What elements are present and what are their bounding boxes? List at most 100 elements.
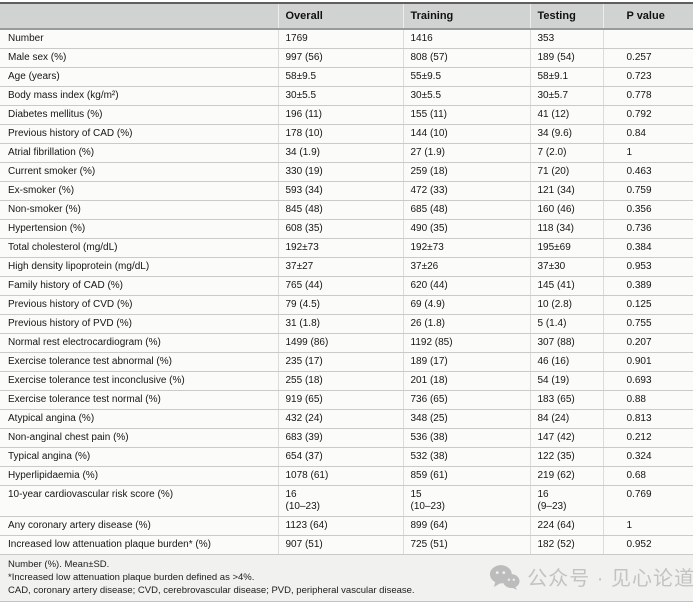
row-label: Body mass index (kg/m²) xyxy=(0,86,278,106)
row-label: Age (years) xyxy=(0,67,278,87)
cell-testing: 41 (12) xyxy=(529,105,603,125)
cell-testing: 160 (46) xyxy=(529,200,603,220)
table-row: Body mass index (kg/m²) 30±5.5 30±5.5 30… xyxy=(0,86,693,106)
cell-training: 15 (10–23) xyxy=(402,485,530,517)
cell-overall: 1499 (86) xyxy=(277,333,403,353)
footnote-definition: *Increased low attenuation plaque burden… xyxy=(8,572,255,583)
header-overall: Overall xyxy=(277,2,403,30)
row-label: Male sex (%) xyxy=(0,48,278,68)
cell-testing: 46 (16) xyxy=(529,352,603,372)
cell-overall: 683 (39) xyxy=(277,428,403,448)
row-label: Normal rest electrocardiogram (%) xyxy=(0,333,278,353)
cell-testing: 219 (62) xyxy=(529,466,603,486)
cell-testing: 307 (88) xyxy=(529,333,603,353)
cell-testing: 121 (34) xyxy=(529,181,603,201)
cell-pvalue: 0.693 xyxy=(602,371,693,391)
cell-training: 536 (38) xyxy=(402,428,530,448)
cell-overall: 192±73 xyxy=(277,238,403,258)
cell-pvalue: 0.792 xyxy=(602,105,693,125)
cell-overall: 845 (48) xyxy=(277,200,403,220)
table-row: Normal rest electrocardiogram (%) 1499 (… xyxy=(0,333,693,353)
cell-training: 620 (44) xyxy=(402,276,530,296)
table-row: Male sex (%) 997 (56) 808 (57) 189 (54) … xyxy=(0,48,693,68)
cell-overall: 1078 (61) xyxy=(277,466,403,486)
table-row: Exercise tolerance test inconclusive (%)… xyxy=(0,371,693,391)
table-footnotes: Number (%). Mean±SD. *Increased low atte… xyxy=(0,555,693,602)
row-label: Non-smoker (%) xyxy=(0,200,278,220)
cell-testing: 16 (9–23) xyxy=(529,485,603,517)
cell-overall: 31 (1.8) xyxy=(277,314,403,334)
cell-testing: 189 (54) xyxy=(529,48,603,68)
cell-pvalue: 0.356 xyxy=(602,200,693,220)
row-label: High density lipoprotein (mg/dL) xyxy=(0,257,278,277)
row-label: Diabetes mellitus (%) xyxy=(0,105,278,125)
row-label: Ex-smoker (%) xyxy=(0,181,278,201)
cell-training: 1192 (85) xyxy=(402,333,530,353)
cell-overall: 765 (44) xyxy=(277,276,403,296)
cell-overall: 1769 xyxy=(277,29,403,49)
cell-pvalue: 0.778 xyxy=(602,86,693,106)
cell-pvalue: 0.389 xyxy=(602,276,693,296)
cell-testing: 353 xyxy=(529,29,603,49)
row-label: Exercise tolerance test abnormal (%) xyxy=(0,352,278,372)
cell-training: 55±9.5 xyxy=(402,67,530,87)
cell-testing: 34 (9.6) xyxy=(529,124,603,144)
table-row: Diabetes mellitus (%) 196 (11) 155 (11) … xyxy=(0,105,693,125)
cell-testing: 118 (34) xyxy=(529,219,603,239)
cell-testing: 122 (35) xyxy=(529,447,603,467)
cell-testing: 147 (42) xyxy=(529,428,603,448)
header-row: Overall Training Testing P value xyxy=(0,2,693,30)
table-row: Current smoker (%) 330 (19) 259 (18) 71 … xyxy=(0,162,693,182)
cell-overall: 79 (4.5) xyxy=(277,295,403,315)
cell-testing: 10 (2.8) xyxy=(529,295,603,315)
cell-overall: 16 (10–23) xyxy=(277,485,403,517)
header-training: Training xyxy=(402,2,530,30)
watermark: 公众号 · 见心论道 xyxy=(489,562,693,591)
cell-pvalue: 0.212 xyxy=(602,428,693,448)
table-row: Number 1769 1416 353 xyxy=(0,29,693,49)
row-label: Total cholesterol (mg/dL) xyxy=(0,238,278,258)
row-label: Atypical angina (%) xyxy=(0,409,278,429)
cell-overall: 235 (17) xyxy=(277,352,403,372)
cell-training: 685 (48) xyxy=(402,200,530,220)
row-label: 10-year cardiovascular risk score (%) xyxy=(0,485,278,517)
cell-overall: 907 (51) xyxy=(277,535,403,555)
cell-training: 37±26 xyxy=(402,257,530,277)
row-label: Non-anginal chest pain (%) xyxy=(0,428,278,448)
cell-pvalue: 0.755 xyxy=(602,314,693,334)
table-row: Previous history of CAD (%) 178 (10) 144… xyxy=(0,124,693,144)
cell-testing: 182 (52) xyxy=(529,535,603,555)
cell-training: 26 (1.8) xyxy=(402,314,530,334)
cell-training: 899 (64) xyxy=(402,516,530,536)
cell-pvalue: 0.953 xyxy=(602,257,693,277)
cell-testing: 7 (2.0) xyxy=(529,143,603,163)
cell-overall: 997 (56) xyxy=(277,48,403,68)
row-label: Hyperlipidaemia (%) xyxy=(0,466,278,486)
cell-overall: 330 (19) xyxy=(277,162,403,182)
row-label: Atrial fibrillation (%) xyxy=(0,143,278,163)
table-row: Typical angina (%) 654 (37) 532 (38) 122… xyxy=(0,447,693,467)
row-label: Number xyxy=(0,29,278,49)
row-label: Any coronary artery disease (%) xyxy=(0,516,278,536)
table-row: Total cholesterol (mg/dL) 192±73 192±73 … xyxy=(0,238,693,258)
cell-pvalue: 1 xyxy=(602,143,693,163)
cell-overall: 30±5.5 xyxy=(277,86,403,106)
table-row: Atypical angina (%) 432 (24) 348 (25) 84… xyxy=(0,409,693,429)
cell-overall: 178 (10) xyxy=(277,124,403,144)
table-row: Any coronary artery disease (%) 1123 (64… xyxy=(0,516,693,536)
cell-pvalue: 0.125 xyxy=(602,295,693,315)
baseline-characteristics-table: Overall Training Testing P value Number … xyxy=(0,2,693,555)
cell-pvalue: 0.723 xyxy=(602,67,693,87)
row-label: Previous history of PVD (%) xyxy=(0,314,278,334)
cell-training: 69 (4.9) xyxy=(402,295,530,315)
table-row: Ex-smoker (%) 593 (34) 472 (33) 121 (34)… xyxy=(0,181,693,201)
row-label: Family history of CAD (%) xyxy=(0,276,278,296)
cell-training: 736 (65) xyxy=(402,390,530,410)
cell-pvalue: 0.207 xyxy=(602,333,693,353)
table-row: Age (years) 58±9.5 55±9.5 58±9.1 0.723 xyxy=(0,67,693,87)
cell-pvalue: 0.952 xyxy=(602,535,693,555)
table-row: Increased low attenuation plaque burden*… xyxy=(0,535,693,555)
cell-pvalue: 0.384 xyxy=(602,238,693,258)
cell-overall: 654 (37) xyxy=(277,447,403,467)
